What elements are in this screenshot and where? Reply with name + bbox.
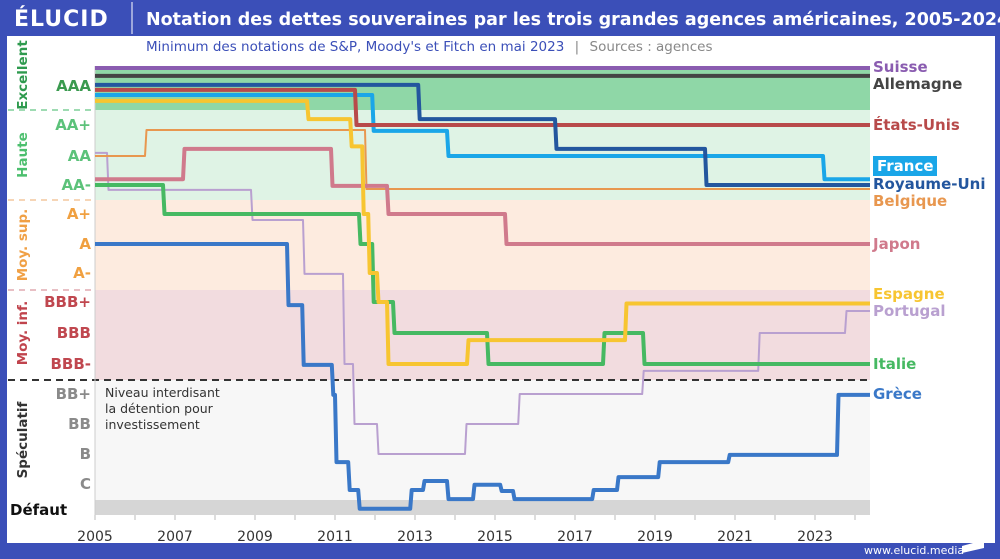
y-tick-label: AAA: [56, 77, 91, 95]
sources: Sources : agences: [590, 39, 713, 55]
y-tick-label: AA-: [62, 176, 91, 194]
y-tick-label: C: [80, 475, 91, 493]
y-tick-label: B: [80, 445, 91, 463]
series-line-grèce: [95, 242, 870, 511]
series-label: France: [877, 157, 934, 175]
x-tick-label: 2017: [557, 529, 593, 545]
y-tick-label: BB: [68, 415, 91, 433]
subtitle-separator: |: [575, 39, 580, 55]
series-label: Portugal: [873, 302, 946, 320]
chart-title: Notation des dettes souveraines par les …: [146, 10, 1000, 30]
y-tick-label: A+: [67, 205, 91, 223]
y-tick-label: BB+: [56, 385, 91, 403]
rating-group-label: Haute: [15, 132, 31, 178]
x-tick-label: 2023: [797, 529, 833, 545]
rating-group-label: Spéculatif: [15, 401, 31, 478]
series-line-france: [95, 92, 870, 182]
series-label-highlight: [873, 156, 937, 176]
annotation-text: la détention pour: [105, 401, 214, 416]
series-line-royaume-uni: [95, 82, 870, 187]
y-tick-label: AA: [68, 147, 92, 165]
series-label: Japon: [872, 235, 920, 253]
series-line-japon: [95, 146, 870, 246]
x-tick-label: 2005: [77, 529, 113, 545]
y-tick-label: A: [79, 235, 91, 253]
x-tick-label: 2007: [157, 529, 193, 545]
annotation-text: investissement: [105, 417, 200, 432]
series-label: Grèce: [873, 385, 922, 403]
footer-url[interactable]: www.elucid.media: [864, 544, 964, 557]
x-tick-label: 2019: [637, 529, 673, 545]
x-tick-label: 2013: [397, 529, 433, 545]
y-tick-label: AA+: [55, 116, 91, 134]
y-tick-label: BBB: [57, 324, 91, 342]
logo: ÉLUCID: [14, 6, 109, 32]
y-tick-label: BBB-: [50, 355, 91, 373]
annotation-text: Niveau interdisant: [105, 385, 220, 400]
x-tick-label: 2015: [477, 529, 513, 545]
series-label: Espagne: [873, 285, 945, 303]
y-tick-label: A-: [73, 264, 91, 282]
x-tick-label: 2011: [317, 529, 353, 545]
y-tick-label-defaut: Défaut: [10, 501, 67, 519]
subtitle-line: Minimum des notations de S&P, Moody's et…: [146, 39, 713, 55]
series-label: Royaume-Uni: [873, 175, 985, 193]
elucid-flag-icon: [962, 540, 984, 553]
header-bar: [0, 0, 1000, 36]
series-label: Allemagne: [873, 75, 962, 93]
band-speculatif: [95, 380, 870, 500]
rating-group-label: Moy. inf.: [15, 301, 31, 366]
series-line-états-unis: [95, 87, 870, 127]
series-label: Suisse: [873, 58, 928, 76]
subtitle: Minimum des notations de S&P, Moody's et…: [146, 39, 564, 55]
series-label: États-Unis: [873, 115, 960, 134]
rating-group-label: Excellent: [15, 40, 31, 110]
y-tick-label: BBB+: [44, 293, 91, 311]
series-label: Italie: [873, 355, 916, 373]
series-line-espagne: [95, 98, 870, 366]
series-label: Belgique: [873, 192, 947, 210]
rating-group-label: Moy. sup.: [15, 209, 31, 282]
x-tick-label: 2009: [237, 529, 273, 545]
band-defaut: [95, 500, 870, 515]
series-line-belgique: [95, 128, 870, 191]
x-tick-label: 2021: [717, 529, 753, 545]
